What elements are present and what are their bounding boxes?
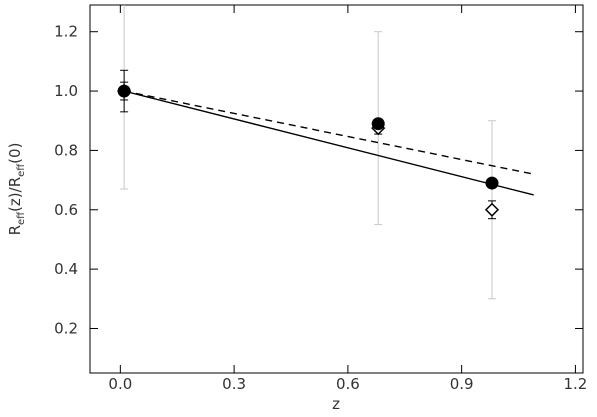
- x-axis-label: z: [332, 395, 340, 413]
- y-label-subscript: eff: [16, 211, 27, 225]
- x-tick-label: 0.3: [222, 375, 246, 393]
- y-tick-label: 1.2: [54, 23, 78, 41]
- y-tick-label: 0.2: [54, 319, 78, 337]
- y-label-part: R: [6, 225, 24, 235]
- fit-line: [123, 90, 534, 175]
- fit-line: [123, 90, 534, 196]
- plot-area: [117, 5, 534, 300]
- x-tick-label: 0.6: [336, 375, 360, 393]
- x-tick-label: 0.0: [108, 375, 132, 393]
- y-axis-label: Reff(z)/Reff(0): [6, 143, 27, 236]
- y-label-subscript: eff: [16, 163, 27, 177]
- point: [371, 117, 385, 131]
- y-tick-label: 0.8: [54, 141, 78, 159]
- y-label-part: (z)/R: [6, 177, 24, 212]
- y-tick-label: 1.0: [54, 82, 78, 100]
- x-tick-label: 0.9: [450, 375, 474, 393]
- point: [117, 84, 131, 98]
- y-tick-label: 0.6: [54, 201, 78, 219]
- y-label-part: (0): [6, 143, 24, 164]
- y-tick-label: 0.4: [54, 260, 78, 278]
- point: [485, 176, 499, 190]
- plot-frame: [89, 4, 584, 374]
- point: [484, 202, 500, 217]
- x-tick-label: 1.2: [563, 375, 587, 393]
